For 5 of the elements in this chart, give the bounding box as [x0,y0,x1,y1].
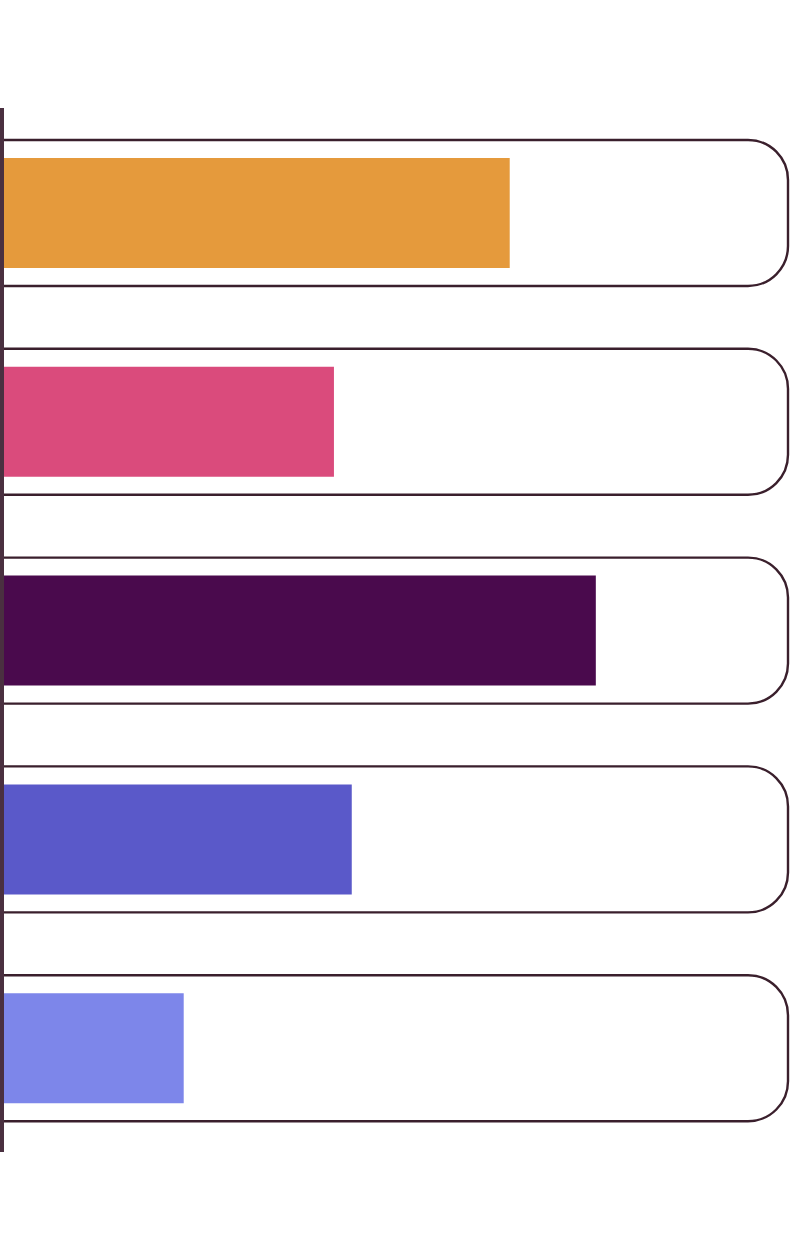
bar [2,158,510,268]
bar [2,575,596,686]
bar [2,366,334,477]
bar [2,784,352,895]
bar [2,993,184,1104]
